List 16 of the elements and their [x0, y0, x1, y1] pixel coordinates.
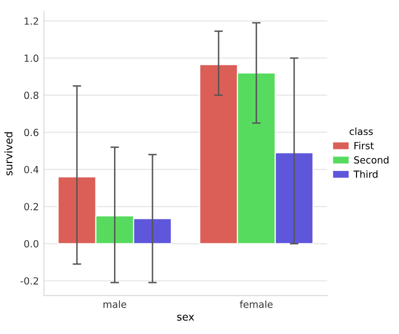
- legend-label: First: [354, 142, 374, 150]
- y-tick-label: 0.6: [24, 128, 38, 136]
- legend-title: class: [350, 128, 373, 136]
- y-tick-label: -0.2: [20, 277, 38, 285]
- x-tick-label: male: [104, 300, 126, 308]
- y-tick-label: 0.0: [24, 240, 38, 248]
- y-tick-label: 0.8: [24, 92, 38, 100]
- y-tick-label: 1.0: [24, 54, 38, 62]
- legend-label: Second: [354, 156, 388, 164]
- y-tick-label: 0.2: [24, 203, 38, 210]
- y-tick-label: 1.2: [24, 17, 38, 25]
- x-axis-title: sex: [177, 314, 194, 321]
- x-tick-label: female: [240, 300, 273, 308]
- y-tick-label: 0.4: [24, 166, 38, 174]
- legend-label: Third: [353, 170, 378, 178]
- y-axis-title: survived: [4, 132, 12, 176]
